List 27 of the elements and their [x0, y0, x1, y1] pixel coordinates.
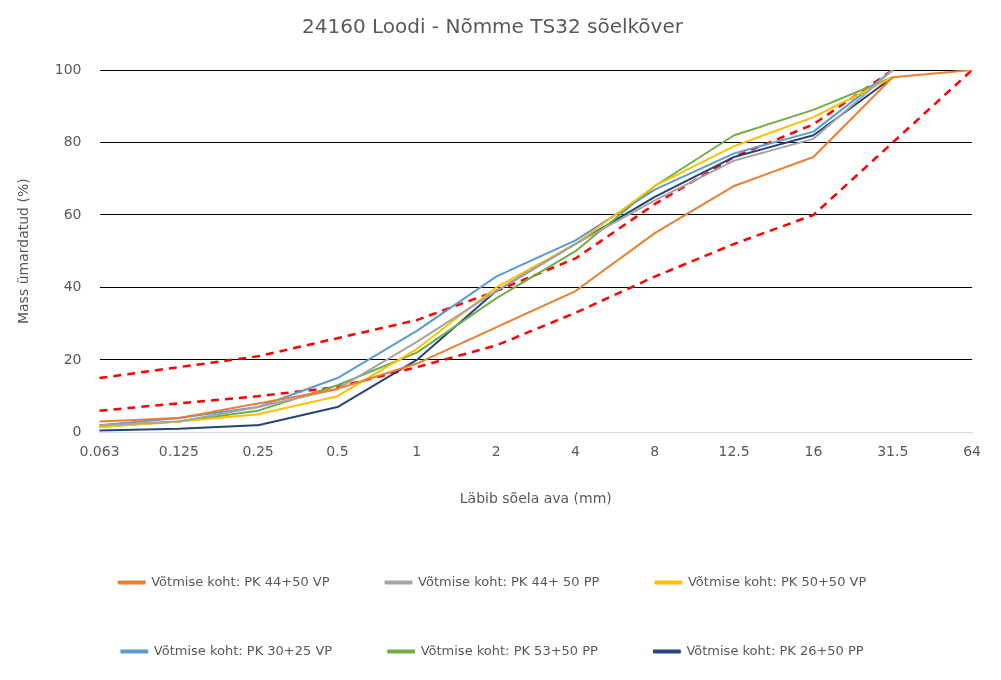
x-tick-label: 0.125	[158, 443, 199, 460]
x-tick-label: 4	[571, 443, 581, 460]
legend-label: Võtmise koht: PK 53+50 PP	[420, 642, 599, 658]
legend-label: Võtmise koht: PK 26+50 PP	[686, 642, 864, 658]
legend-label: Võtmise koht: PK 30+25 VP	[153, 642, 333, 658]
x-tick-label: 8	[650, 443, 660, 460]
y-tick-label: 60	[63, 205, 82, 222]
x-tick-label: 1	[412, 443, 422, 460]
x-tick-label: 31.5	[877, 443, 909, 460]
x-tick-label: 16	[804, 443, 823, 460]
x-tick-label: 2	[491, 443, 501, 460]
x-tick-label: 64	[963, 443, 982, 460]
y-tick-label: 0	[72, 423, 82, 440]
legend-label: Võtmise koht: PK 50+50 VP	[687, 573, 867, 589]
chart-title: 24160 Loodi - Nõmme TS32 sõelkõver	[302, 14, 684, 39]
legend-label: Võtmise koht: PK 44+50 VP	[151, 573, 330, 589]
x-tick-label: 0.25	[242, 443, 274, 460]
x-tick-label: 12.5	[718, 443, 750, 460]
x-axis-title: Läbib sõela ava (mm)	[459, 490, 612, 507]
x-tick-label: 0.063	[79, 443, 120, 460]
y-tick-label: 100	[54, 60, 82, 77]
y-tick-label: 20	[63, 350, 82, 367]
y-tick-label: 80	[63, 133, 82, 150]
y-axis-title: Mass ümardatud (%)	[15, 178, 32, 325]
y-tick-label: 40	[63, 278, 82, 295]
x-tick-label: 0.5	[326, 443, 349, 460]
legend-label: Võtmise koht: PK 44+ 50 PP	[418, 573, 600, 589]
